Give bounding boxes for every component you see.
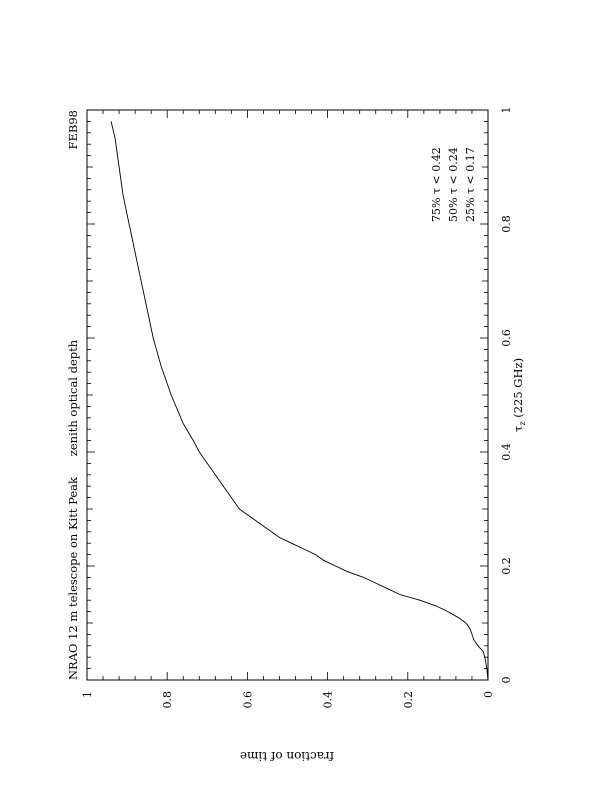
y-tick-label: 0 [482, 691, 495, 698]
x-axis-label-rest: (225 GHz) [511, 358, 525, 422]
x-axis-label: τz (225 GHz) [511, 358, 527, 432]
x-tick-label: 1 [500, 107, 513, 114]
title-right: FEB98 [66, 110, 80, 149]
cdf-curve [110, 121, 489, 681]
title-center: zenith optical depth [66, 339, 80, 456]
x-axis-label-subscript: z [518, 421, 527, 425]
y-tick-label: 0.8 [161, 691, 174, 709]
x-axis-label-symbol: τ [511, 426, 525, 432]
title-left: NRAO 12 m telescope on Kitt Peak [66, 476, 80, 680]
annotation-2: 50% τ < 0.24 [447, 147, 460, 222]
x-tick-label: 0.2 [500, 557, 513, 575]
y-axis-label: fraction of time [240, 749, 334, 763]
y-tick-label: 1 [81, 691, 94, 698]
annotation-1: 75% τ < 0.42 [430, 147, 443, 222]
y-tick-label: 0.4 [322, 691, 335, 709]
plot-frame [86, 109, 489, 681]
x-tick-label: 0.4 [500, 443, 513, 461]
y-tick-label: 0.2 [402, 691, 415, 709]
x-tick-label: 0.8 [500, 215, 513, 233]
x-tick-label: 0 [500, 677, 513, 684]
y-tick-label: 0.6 [241, 691, 254, 709]
y-ticks: 0 0.2 0.4 0.6 0.8 1 [81, 110, 495, 709]
x-ticks: 0 0.2 0.4 0.6 0.8 1 [87, 107, 513, 684]
annotation-3: 25% τ < 0.17 [464, 147, 477, 222]
x-tick-label: 0.6 [500, 329, 513, 347]
annotation-group: 75% τ < 0.42 50% τ < 0.24 25% τ < 0.17 [430, 147, 477, 222]
